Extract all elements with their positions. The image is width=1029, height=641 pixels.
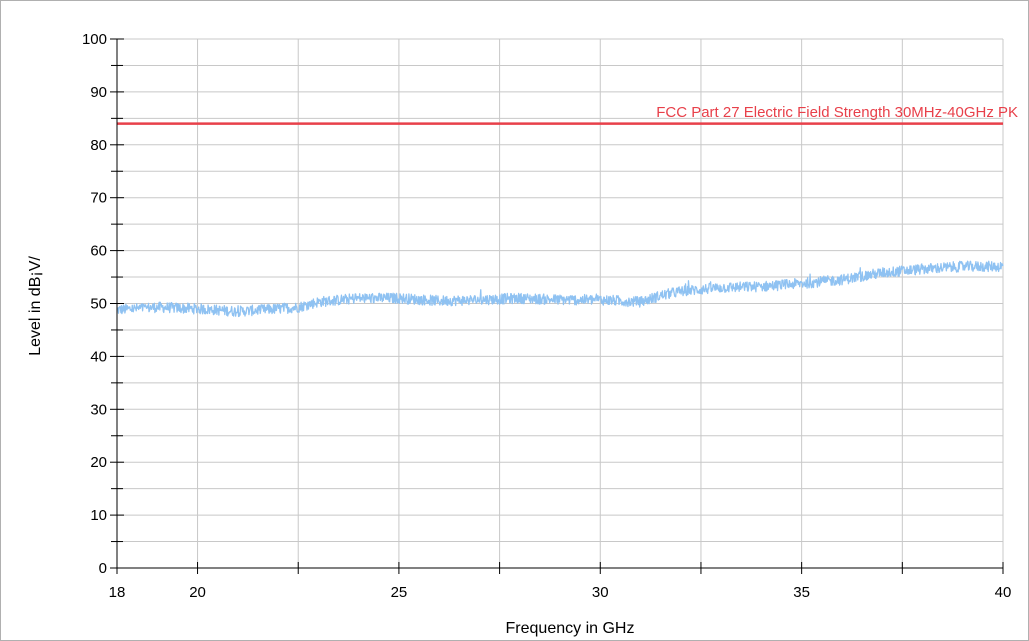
x-axis-title: Frequency in GHz (506, 620, 635, 637)
series-layer (116, 260, 1004, 318)
y-tick-label: 30 (90, 401, 107, 418)
series-line (116, 260, 1004, 318)
limit-line-label: FCC Part 27 Electric Field Strength 30MH… (656, 104, 1018, 121)
x-tick-label: 20 (189, 584, 206, 601)
y-tick-label: 20 (90, 454, 107, 471)
x-tick-label: 40 (995, 584, 1012, 601)
y-tick-label: 90 (90, 84, 107, 101)
x-tick-label: 18 (109, 584, 126, 601)
grid (117, 38, 1004, 568)
x-tick-label: 35 (793, 584, 810, 601)
y-tick-label: 50 (90, 296, 107, 313)
x-tick-label: 30 (592, 584, 609, 601)
y-tick-label: 40 (90, 348, 107, 365)
axes: 0 10 20 30 40 50 60 70 80 90 100 18 20 25 30 35 40 (82, 31, 1011, 601)
y-tick-label: 80 (90, 137, 107, 154)
y-tick-label: 100 (82, 31, 107, 48)
y-tick-label: 0 (99, 560, 107, 577)
y-tick-label: 70 (90, 190, 107, 207)
y-axis-title: Level in dB¡V/ (27, 256, 44, 356)
y-tick-label: 10 (90, 507, 107, 524)
y-tick-label: 60 (90, 243, 107, 260)
x-tick-label: 25 (391, 584, 408, 601)
